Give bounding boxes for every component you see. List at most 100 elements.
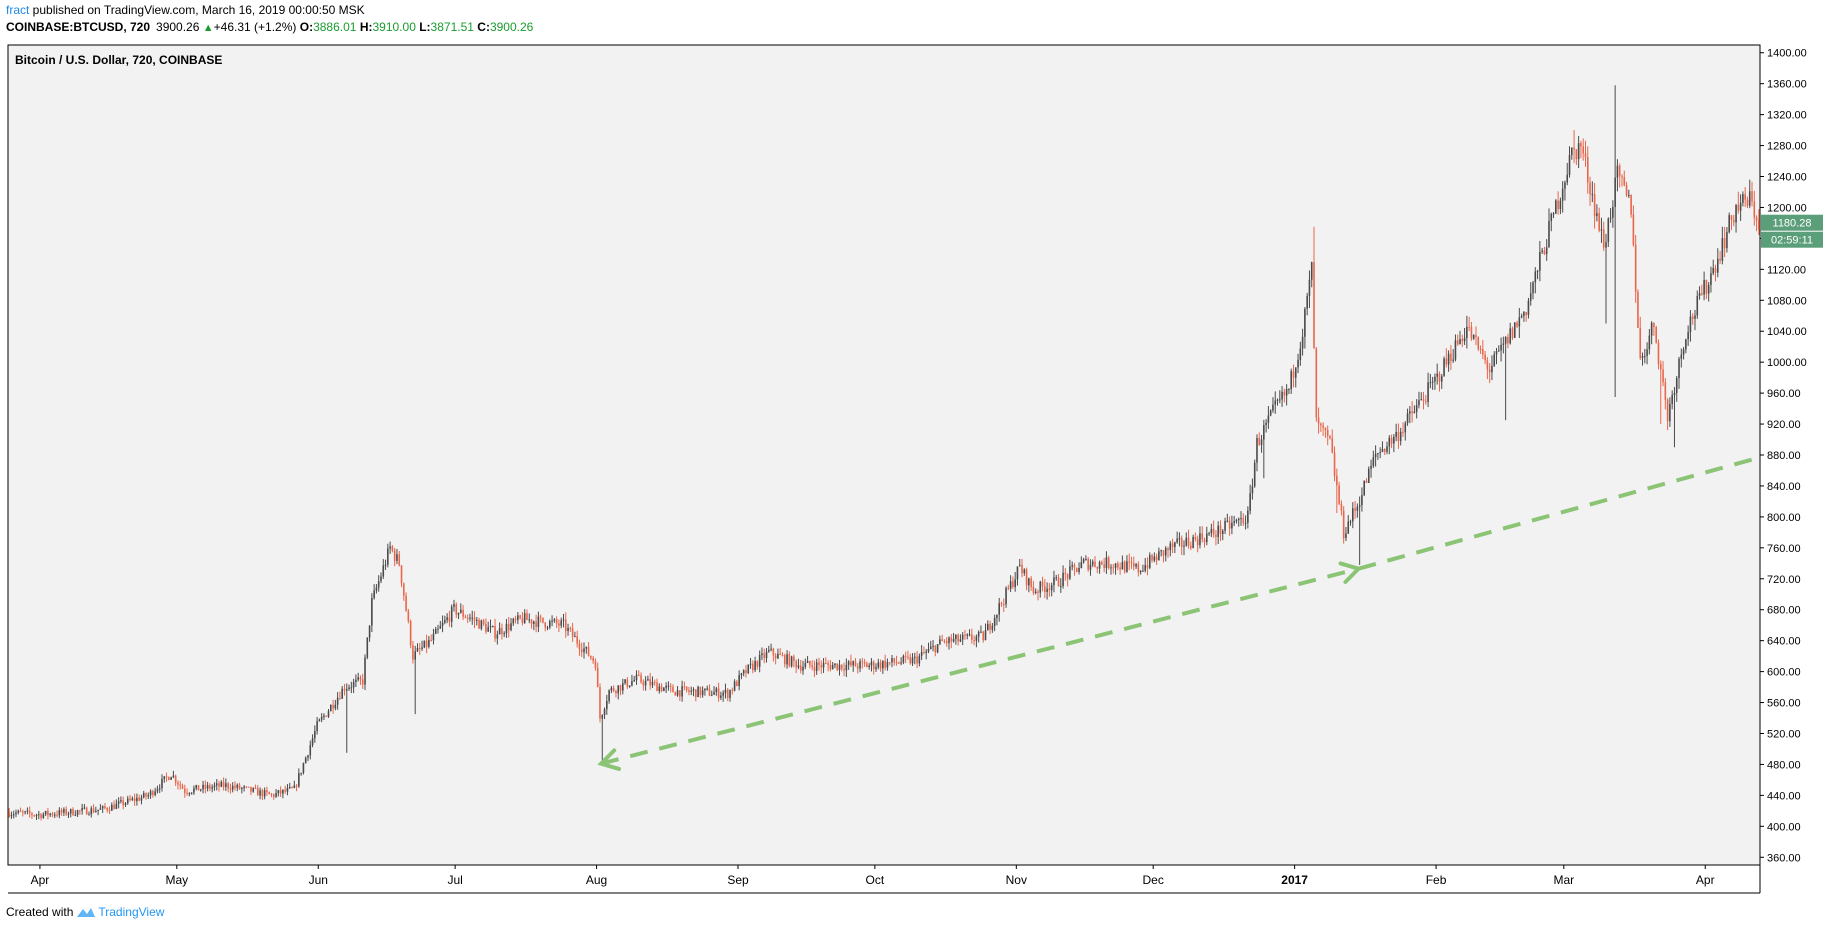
candle-body xyxy=(523,613,526,623)
candle-body xyxy=(975,636,978,641)
candle-body xyxy=(1285,389,1288,396)
candle-body xyxy=(85,807,88,815)
candle-body xyxy=(1575,149,1578,160)
candle-body xyxy=(521,618,524,623)
candle-body xyxy=(74,814,77,816)
candle-body xyxy=(480,620,483,629)
candle-body xyxy=(1737,205,1740,211)
candle-body xyxy=(788,654,791,667)
candle-body xyxy=(1130,562,1133,564)
candle-body xyxy=(1139,570,1142,573)
candle-body xyxy=(1669,403,1671,422)
y-tick-label: 600.00 xyxy=(1767,667,1801,679)
candle-body xyxy=(640,675,642,683)
candle-body xyxy=(694,689,697,698)
candle-body xyxy=(1397,431,1400,442)
candle-body xyxy=(783,655,786,665)
candle-body xyxy=(1639,327,1642,358)
candle-body xyxy=(437,628,439,630)
candle-body xyxy=(188,793,191,795)
candle-body xyxy=(1297,359,1299,368)
candle-body xyxy=(1450,353,1452,361)
candles xyxy=(8,85,1760,821)
candle-body xyxy=(1069,566,1071,579)
candle-body xyxy=(1395,431,1397,437)
x-tick-label: Mar xyxy=(1553,873,1574,887)
candle-body xyxy=(596,667,599,687)
candle-body xyxy=(1523,312,1525,317)
candle-body xyxy=(628,685,631,687)
candle-body xyxy=(672,686,674,693)
candle-body xyxy=(193,788,195,793)
candle-body xyxy=(939,639,941,645)
x-tick-label: Jul xyxy=(447,873,462,887)
candle-body xyxy=(92,808,95,813)
candle-body xyxy=(1541,250,1543,252)
candle-body xyxy=(811,665,813,668)
candle-body xyxy=(1256,438,1258,463)
candle-body xyxy=(462,609,464,617)
candle-body xyxy=(377,581,380,588)
candle-body xyxy=(964,634,966,636)
candle-body xyxy=(1183,545,1185,547)
candle-body xyxy=(580,649,583,653)
candle-body xyxy=(1607,218,1610,243)
candle-body xyxy=(934,645,937,653)
author-link[interactable]: fract xyxy=(6,3,30,17)
candle-body xyxy=(770,648,772,650)
candle-body xyxy=(387,548,389,565)
candle-body xyxy=(1632,214,1635,245)
candle-body xyxy=(19,810,22,812)
candle-body xyxy=(1728,215,1731,233)
y-tick-label: 880.00 xyxy=(1767,450,1801,462)
candle-body xyxy=(1520,316,1523,318)
candle-body xyxy=(272,794,275,797)
candle-body xyxy=(1107,557,1110,568)
candle-body xyxy=(485,623,487,632)
candle-body xyxy=(414,651,417,660)
candle-body xyxy=(1135,564,1137,567)
x-tick-label: Apr xyxy=(31,873,50,887)
candle-body xyxy=(1758,220,1760,230)
candle-body xyxy=(206,785,209,789)
candle-body xyxy=(1748,191,1751,206)
y-tick-label: 1240.00 xyxy=(1767,172,1807,184)
candle-body xyxy=(1584,153,1587,158)
candle-body xyxy=(665,685,667,688)
candle-body xyxy=(448,617,451,622)
candle-body xyxy=(1422,399,1425,402)
candle-body xyxy=(1158,551,1160,561)
candle-body xyxy=(815,662,818,671)
candle-body xyxy=(428,639,430,647)
candle-body xyxy=(840,664,843,669)
candle-body xyxy=(220,781,223,787)
candle-body xyxy=(441,622,444,626)
candle-body xyxy=(1698,293,1701,297)
candle-body xyxy=(1367,468,1370,483)
plot-area[interactable] xyxy=(7,44,1761,866)
candle-body xyxy=(1228,520,1231,529)
candle-body xyxy=(1591,194,1594,196)
candle-body xyxy=(1434,376,1436,382)
candle-body xyxy=(1265,422,1267,426)
candle-body xyxy=(1388,437,1391,447)
candle-body xyxy=(1461,338,1464,342)
candle-body xyxy=(836,663,839,670)
candle-body xyxy=(425,640,428,647)
candle-body xyxy=(1454,340,1457,360)
candle-body xyxy=(1399,431,1402,442)
candle-body xyxy=(1194,536,1197,539)
candle-body xyxy=(1050,585,1053,591)
candle-body xyxy=(1075,567,1078,572)
candle-body xyxy=(888,662,891,664)
candle-body xyxy=(624,679,626,684)
candle-body xyxy=(845,664,848,671)
candle-body xyxy=(758,655,761,667)
candle-body xyxy=(704,688,706,691)
candle-body xyxy=(1112,567,1115,569)
candle-body xyxy=(852,661,855,666)
candle-body xyxy=(1664,382,1667,400)
candle-body xyxy=(60,810,63,813)
tradingview-brand[interactable]: TradingView xyxy=(76,905,164,919)
